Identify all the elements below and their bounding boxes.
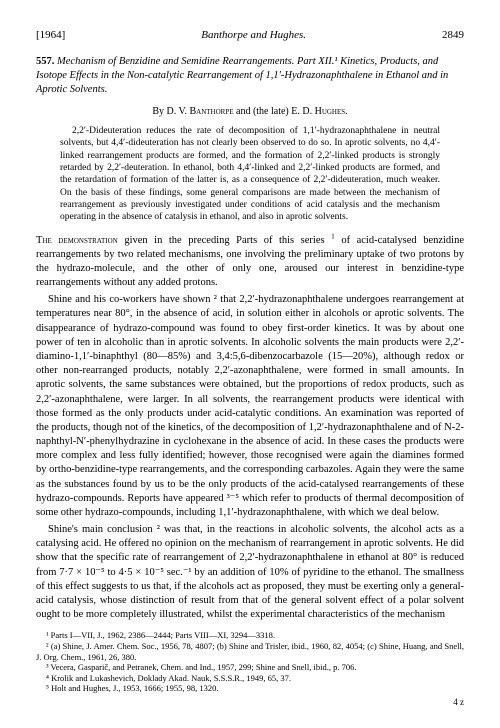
footnote-5: ⁵ Holt and Hughes, J., 1953, 1666; 1955,… [36,683,464,694]
drop-words: The demonstration [36,235,118,246]
body-paragraph-1: The demonstration given in the preceding… [36,234,464,291]
footnote-2: ² (a) Shine, J. Amer. Chem. Soc., 1956, … [36,641,464,662]
page: [1964] Banthorpe and Hughes. 2849 557. M… [0,0,500,728]
footnote-1: ¹ Parts I—VII, J., 1962, 2386—2444; Part… [36,630,464,641]
body-paragraph-2: Shine and his co-workers have shown ² th… [36,293,464,520]
author-surname-2: Hughes [315,106,346,117]
footnote-4: ⁴ Krolik and Lukashevich, Doklady Akad. … [36,673,464,684]
footnotes: ¹ Parts I—VII, J., 1962, 2386—2444; Part… [36,630,464,694]
signature-mark: 4 z [36,696,464,708]
abstract: 2,2′-Dideuteration reduces the rate of d… [60,125,440,224]
author-surname-1: Banthorpe [189,106,233,117]
running-header: [1964] Banthorpe and Hughes. 2849 [36,28,464,43]
footnote-3: ³ Vecera, Gasparič, and Petranek, Chem. … [36,662,464,673]
article-number: 557. [36,56,54,67]
header-pagenum: 2849 [442,28,464,43]
header-year: [1964] [36,28,65,43]
header-authors: Banthorpe and Hughes. [201,28,306,43]
article-title: 557. Mechanism of Benzidine and Semidine… [36,55,464,98]
byline: By D. V. Banthorpe and (the late) E. D. … [36,105,464,119]
article-title-text: Mechanism of Benzidine and Semidine Rear… [36,56,448,95]
body-paragraph-3: Shine's main conclusion ² was that, in t… [36,523,464,622]
